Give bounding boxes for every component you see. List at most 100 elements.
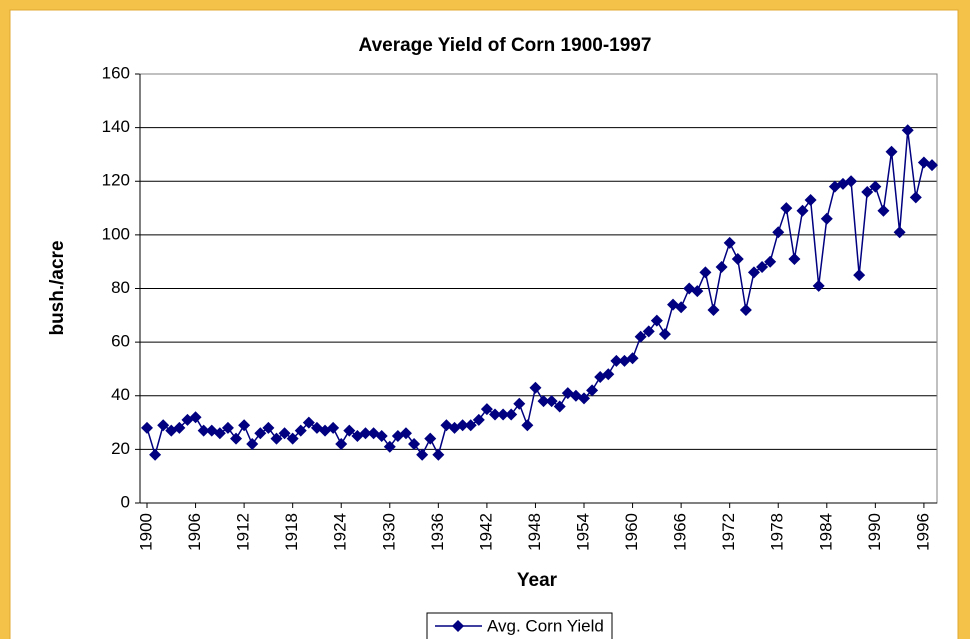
data-point [747, 266, 760, 279]
x-tick-label: 1942 [476, 513, 495, 551]
y-tick-label: 80 [111, 278, 130, 297]
data-point [707, 303, 720, 316]
x-tick-label: 1954 [573, 513, 592, 551]
data-point [262, 421, 275, 434]
data-point [861, 185, 874, 198]
data-point [480, 403, 493, 416]
x-tick-label: 1936 [428, 513, 447, 551]
data-point [553, 400, 566, 413]
data-point [626, 352, 639, 365]
data-point [634, 330, 647, 343]
data-point [278, 427, 291, 440]
data-point [650, 314, 663, 327]
y-tick-label: 60 [111, 332, 130, 351]
data-point [642, 325, 655, 338]
data-point [723, 236, 736, 249]
y-tick-label: 40 [111, 385, 130, 404]
data-point [893, 226, 906, 239]
data-point [788, 253, 801, 266]
data-point [602, 368, 615, 381]
data-point [853, 269, 866, 282]
data-point [343, 424, 356, 437]
x-tick-label: 1978 [768, 513, 787, 551]
data-point [658, 328, 671, 341]
data-point [464, 419, 477, 432]
data-point [731, 253, 744, 266]
data-point [359, 427, 372, 440]
data-point [926, 159, 938, 172]
x-tick-label: 1966 [671, 513, 690, 551]
data-point [901, 124, 914, 137]
data-point [157, 419, 170, 432]
x-tick-label: 1918 [282, 513, 301, 551]
data-point [772, 226, 785, 239]
data-point [246, 438, 259, 451]
data-point [691, 285, 704, 298]
data-point [221, 421, 234, 434]
data-point [399, 427, 412, 440]
x-tick-label: 1912 [234, 513, 253, 551]
data-point [877, 204, 890, 217]
data-point [294, 424, 307, 437]
data-point [213, 427, 226, 440]
data-point [173, 421, 186, 434]
data-point [521, 419, 534, 432]
y-axis-label: bush./acre [47, 240, 68, 335]
data-point [764, 255, 777, 268]
data-point [699, 266, 712, 279]
data-point [238, 419, 251, 432]
y-tick-label: 20 [111, 439, 130, 458]
x-tick-label: 1924 [331, 513, 350, 551]
data-point [756, 261, 769, 274]
data-point [302, 416, 315, 429]
x-tick-label: 1960 [622, 513, 641, 551]
data-point [335, 438, 348, 451]
x-tick-label: 1984 [816, 513, 835, 551]
data-point [456, 419, 469, 432]
chart-title: Average Yield of Corn 1900-1997 [359, 35, 652, 56]
y-tick-label: 0 [121, 492, 130, 511]
data-point [537, 395, 550, 408]
data-point [472, 413, 485, 426]
data-point [254, 427, 267, 440]
data-point [505, 408, 518, 421]
y-tick-label: 160 [102, 63, 130, 82]
y-tick-label: 100 [102, 224, 130, 243]
x-tick-label: 1990 [865, 513, 884, 551]
data-point [529, 381, 542, 394]
data-point [804, 194, 817, 207]
data-point [424, 432, 437, 445]
data-point [820, 212, 833, 225]
data-point [432, 448, 445, 461]
data-point [845, 175, 858, 188]
data-point [197, 424, 210, 437]
data-point [375, 429, 388, 442]
data-point [909, 191, 922, 204]
x-tick-label: 1930 [379, 513, 398, 551]
data-point [739, 303, 752, 316]
data-point [780, 202, 793, 215]
data-point [383, 440, 396, 453]
data-point [578, 392, 591, 405]
data-point [327, 421, 340, 434]
x-tick-label: 1900 [136, 513, 155, 551]
data-point [586, 384, 599, 397]
data-point [497, 408, 510, 421]
legend-marker [452, 620, 464, 632]
x-tick-label: 1972 [719, 513, 738, 551]
data-point [796, 204, 809, 217]
data-point [141, 421, 153, 434]
data-point [270, 432, 283, 445]
data-point [675, 301, 688, 314]
legend-label: Avg. Corn Yield [487, 616, 604, 635]
chart-panel [9, 9, 959, 639]
data-point [513, 397, 526, 410]
data-point [286, 432, 299, 445]
data-point [885, 145, 898, 158]
data-point [488, 408, 501, 421]
data-point [545, 395, 558, 408]
data-point [149, 448, 162, 461]
y-tick-label: 120 [102, 171, 130, 190]
data-point [408, 438, 421, 451]
